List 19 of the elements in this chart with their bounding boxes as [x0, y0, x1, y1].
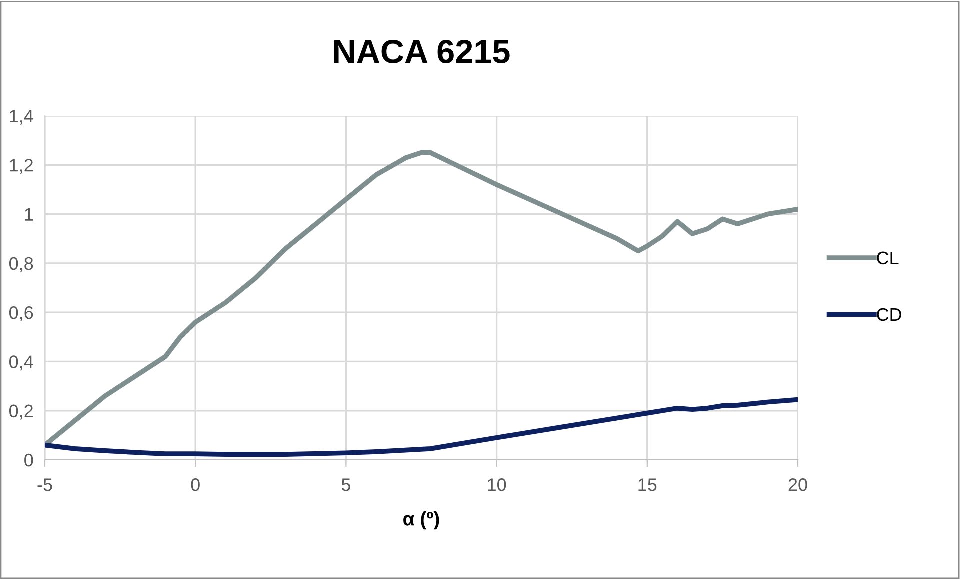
x-tick-label: 5	[342, 478, 350, 492]
y-tick-label: 0,4	[9, 356, 34, 371]
y-tick-label: 0,2	[9, 404, 33, 420]
y-tick-label: 1	[25, 208, 34, 221]
x-tick-label: -5	[38, 478, 52, 492]
x-axis-title: α (º)	[404, 512, 440, 530]
y-tick-label: 1,2	[10, 159, 33, 174]
y-tick-label: 0,6	[9, 306, 34, 322]
x-tick-label: 0	[191, 478, 200, 492]
line-series	[45, 397, 798, 458]
legend-label: CD	[877, 308, 902, 322]
x-tick-label: 15	[638, 478, 657, 492]
y-tick-label: 0,8	[9, 257, 34, 272]
y-tick-label: 0	[24, 454, 34, 467]
x-tick-label: 10	[488, 478, 506, 492]
y-tick-label: 1,4	[10, 110, 34, 125]
chart-title: NACA 6215	[334, 40, 510, 64]
x-tick-label: 20	[788, 478, 808, 492]
legend-label: CL	[877, 252, 899, 265]
